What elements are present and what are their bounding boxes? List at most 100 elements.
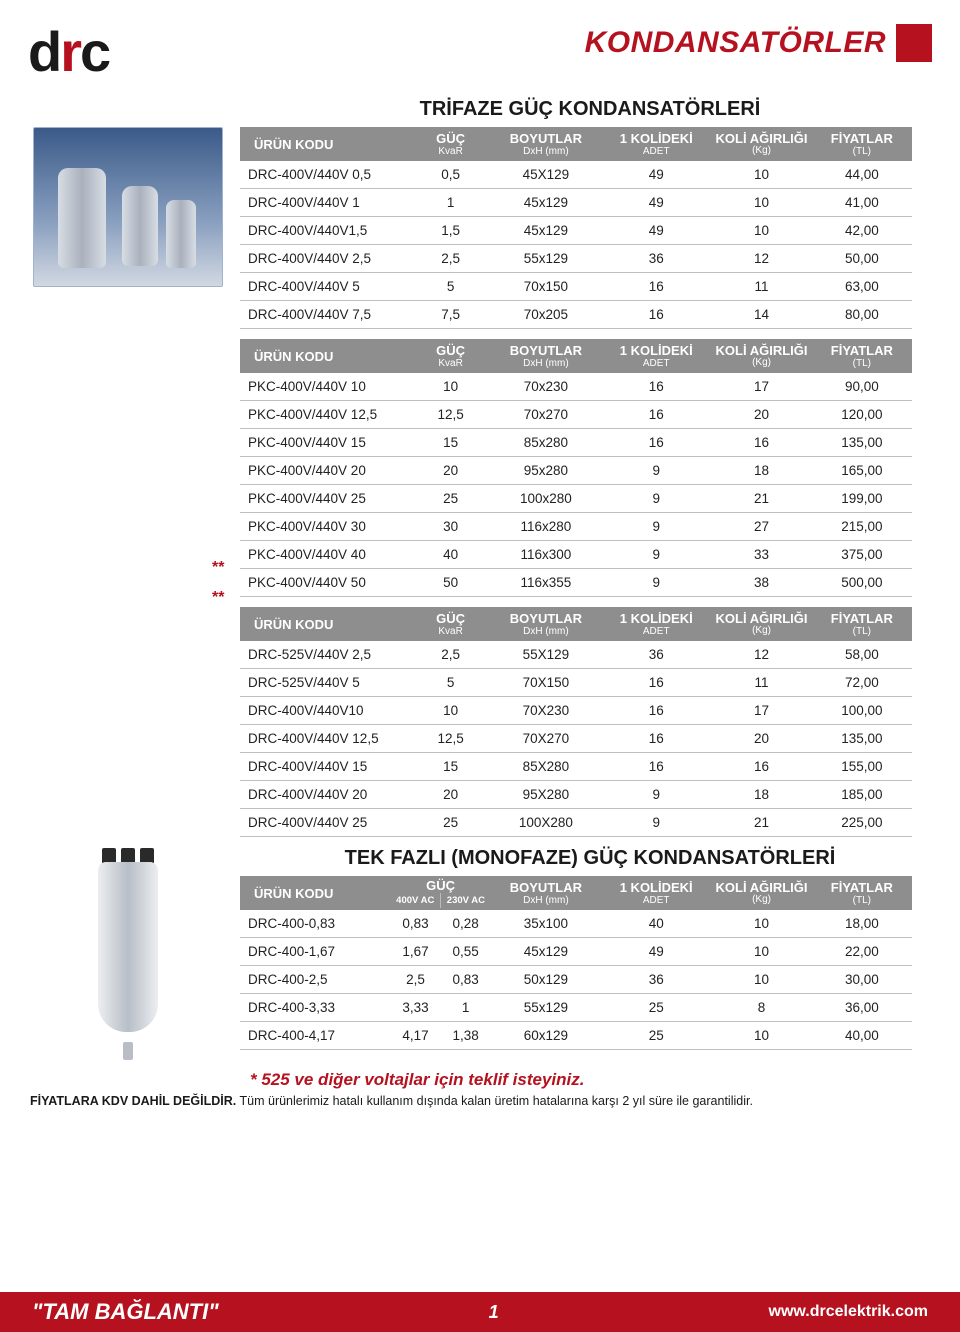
cell-code: PKC-400V/440V 30 xyxy=(240,513,411,541)
cell-w: 10 xyxy=(711,1022,811,1050)
cell-pr: 18,00 xyxy=(812,910,912,938)
cell-p: 1,5 xyxy=(411,217,491,245)
cell-q: 16 xyxy=(601,753,711,781)
cell-pr: 120,00 xyxy=(812,401,912,429)
cell-q: 9 xyxy=(601,781,711,809)
cell-p: 12,5 xyxy=(411,725,491,753)
table-row: DRC-400V/440V101070X2301617100,00 xyxy=(240,697,912,725)
th-power: GÜÇKvaR xyxy=(411,127,491,161)
cell-p230: 0,55 xyxy=(441,938,491,966)
cell-q: 36 xyxy=(601,245,711,273)
cell-w: 21 xyxy=(711,809,811,837)
cell-pr: 41,00 xyxy=(812,189,912,217)
cell-code: PKC-400V/440V 25 xyxy=(240,485,411,513)
cell-p: 5 xyxy=(411,273,491,301)
cell-w: 10 xyxy=(711,910,811,938)
cell-pr: 42,00 xyxy=(812,217,912,245)
table-4-wrap: ÜRÜN KODU GÜÇ 400V AC230V AC BOYUTLARDxH… xyxy=(240,876,912,1050)
cell-w: 16 xyxy=(711,429,811,457)
cell-w: 11 xyxy=(711,669,811,697)
cell-q: 49 xyxy=(601,217,711,245)
section-1: ÜRÜN KODU GÜÇKvaR BOYUTLARDxH (mm) 1 KOL… xyxy=(28,127,932,329)
cell-d: 55X129 xyxy=(491,641,601,669)
cell-pr: 165,00 xyxy=(812,457,912,485)
table-3: ÜRÜN KODU GÜÇKvaR BOYUTLARDxH (mm) 1 KOL… xyxy=(240,607,912,837)
cell-w: 10 xyxy=(711,161,811,189)
cell-pr: 44,00 xyxy=(812,161,912,189)
disclaimer-bold: FİYATLARA KDV DAHİL DEĞİLDİR. xyxy=(30,1094,236,1108)
cell-q: 16 xyxy=(601,669,711,697)
cell-pr: 225,00 xyxy=(812,809,912,837)
product-image-1-col xyxy=(28,127,228,287)
brand-logo: drc xyxy=(28,24,109,80)
cell-pr: 375,00 xyxy=(812,541,912,569)
table-2: ÜRÜN KODU GÜÇKvaR BOYUTLARDxH (mm) 1 KOL… xyxy=(240,339,912,597)
title-accent xyxy=(896,24,932,62)
cell-code: DRC-400-1,67 xyxy=(240,938,390,966)
cell-d: 45x129 xyxy=(491,189,601,217)
table-row: DRC-400V/440V 202095X280918185,00 xyxy=(240,781,912,809)
table-row: DRC-400-3,333,33155x12925836,00 xyxy=(240,994,912,1022)
table-1: ÜRÜN KODU GÜÇKvaR BOYUTLARDxH (mm) 1 KOL… xyxy=(240,127,912,329)
cell-w: 16 xyxy=(711,753,811,781)
page-title: KONDANSATÖRLER xyxy=(585,26,886,60)
cell-w: 27 xyxy=(711,513,811,541)
voltage-note: * 525 ve diğer voltajlar için teklif ist… xyxy=(250,1070,932,1090)
th-perbox: 1 KOLİDEKİADET xyxy=(601,339,711,373)
logo-d: d xyxy=(28,20,60,83)
th-price: FİYATLAR(TL) xyxy=(812,876,912,910)
cell-p230: 1,38 xyxy=(441,1022,491,1050)
table-row: DRC-400V/440V 2,52,555x129361250,00 xyxy=(240,245,912,273)
cell-p400: 1,67 xyxy=(390,938,440,966)
cell-pr: 135,00 xyxy=(812,429,912,457)
cell-q: 49 xyxy=(601,161,711,189)
table-2-wrap: ÜRÜN KODU GÜÇKvaR BOYUTLARDxH (mm) 1 KOL… xyxy=(240,339,912,597)
table-row: DRC-525V/440V 5570X150161172,00 xyxy=(240,669,912,697)
cell-p: 0,5 xyxy=(411,161,491,189)
th-power: GÜÇKvaR xyxy=(411,607,491,641)
row-star-marker: ** xyxy=(212,589,224,607)
cell-d: 60x129 xyxy=(491,1022,601,1050)
cell-w: 18 xyxy=(711,781,811,809)
table-row: PKC-400V/440V 5050116x355938500,00 xyxy=(240,569,912,597)
cell-p: 25 xyxy=(411,485,491,513)
cell-code: DRC-400V/440V 7,5 xyxy=(240,301,411,329)
cell-d: 100x280 xyxy=(491,485,601,513)
cell-code: DRC-525V/440V 5 xyxy=(240,669,411,697)
cell-w: 10 xyxy=(711,966,811,994)
table-row: PKC-400V/440V 3030116x280927215,00 xyxy=(240,513,912,541)
section-2-title: TEK FAZLI (MONOFAZE) GÜÇ KONDANSATÖRLERİ xyxy=(248,847,932,870)
cell-pr: 90,00 xyxy=(812,373,912,401)
cell-p: 30 xyxy=(411,513,491,541)
cell-p: 20 xyxy=(411,781,491,809)
cell-code: DRC-400V/440V 20 xyxy=(240,781,411,809)
cell-pr: 36,00 xyxy=(812,994,912,1022)
cell-q: 16 xyxy=(601,697,711,725)
cell-d: 70X150 xyxy=(491,669,601,697)
cell-q: 9 xyxy=(601,513,711,541)
cell-pr: 199,00 xyxy=(812,485,912,513)
cell-code: PKC-400V/440V 40 xyxy=(240,541,411,569)
cell-d: 70x230 xyxy=(491,373,601,401)
cell-code: DRC-400V/440V10 xyxy=(240,697,411,725)
cell-w: 18 xyxy=(711,457,811,485)
cell-w: 12 xyxy=(711,641,811,669)
cell-q: 16 xyxy=(601,429,711,457)
cell-pr: 63,00 xyxy=(812,273,912,301)
cell-w: 17 xyxy=(711,373,811,401)
cell-d: 50x129 xyxy=(491,966,601,994)
th-price: FİYATLAR(TL) xyxy=(812,607,912,641)
cell-pr: 155,00 xyxy=(812,753,912,781)
table-row: PKC-400V/440V 2525100x280921199,00 xyxy=(240,485,912,513)
page-header: drc KONDANSATÖRLER xyxy=(28,24,932,80)
cell-pr: 80,00 xyxy=(812,301,912,329)
table-row: DRC-400V/440V 12,512,570X2701620135,00 xyxy=(240,725,912,753)
cell-pr: 40,00 xyxy=(812,1022,912,1050)
cell-q: 9 xyxy=(601,809,711,837)
cell-d: 116x300 xyxy=(491,541,601,569)
th-price: FİYATLAR(TL) xyxy=(812,127,912,161)
table-row: DRC-400V/440V 0,50,545X129491044,00 xyxy=(240,161,912,189)
cell-w: 33 xyxy=(711,541,811,569)
cell-d: 116x355 xyxy=(491,569,601,597)
cell-d: 85X280 xyxy=(491,753,601,781)
